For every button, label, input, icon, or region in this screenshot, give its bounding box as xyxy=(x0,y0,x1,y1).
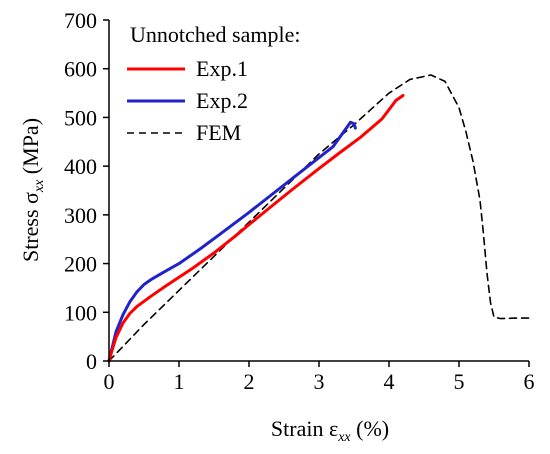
legend-label-fem: FEM xyxy=(196,120,241,145)
y-tick-label: 300 xyxy=(64,203,97,228)
y-axis-title: Stress σxx (MPa) xyxy=(18,118,47,262)
y-tick-label: 700 xyxy=(64,8,97,33)
x-tick-label: 3 xyxy=(314,369,325,394)
x-tick-label: 1 xyxy=(174,369,185,394)
y-tick-label: 0 xyxy=(86,349,97,374)
x-tick-label: 6 xyxy=(524,369,535,394)
legend-label-exp1: Exp.1 xyxy=(196,56,248,81)
legend: Unnotched sample: Exp.1 Exp.2 FEM xyxy=(127,22,300,145)
series-line-exp1 xyxy=(107,94,405,363)
axes-layer xyxy=(108,20,529,362)
y-tick-label: 400 xyxy=(64,154,97,179)
x-tick-label: 5 xyxy=(454,369,465,394)
legend-title: Unnotched sample: xyxy=(130,22,300,47)
y-tick-label: 100 xyxy=(64,300,97,325)
ticks-layer: 0 1 2 3 4 5 6 0 100 200 300 400 500 600 700 xyxy=(64,8,535,394)
series-layer xyxy=(107,74,530,363)
series-line-exp2 xyxy=(107,120,357,363)
x-tick-label: 4 xyxy=(384,369,395,394)
series-line-fem xyxy=(108,74,530,362)
x-axis-title: Strain εxx (%) xyxy=(271,416,389,445)
y-tick-label: 600 xyxy=(64,57,97,82)
legend-label-exp2: Exp.2 xyxy=(196,88,248,113)
y-tick-label: 200 xyxy=(64,252,97,277)
y-tick-label: 500 xyxy=(64,105,97,130)
x-tick-label: 2 xyxy=(244,369,255,394)
x-tick-label: 0 xyxy=(104,369,115,394)
